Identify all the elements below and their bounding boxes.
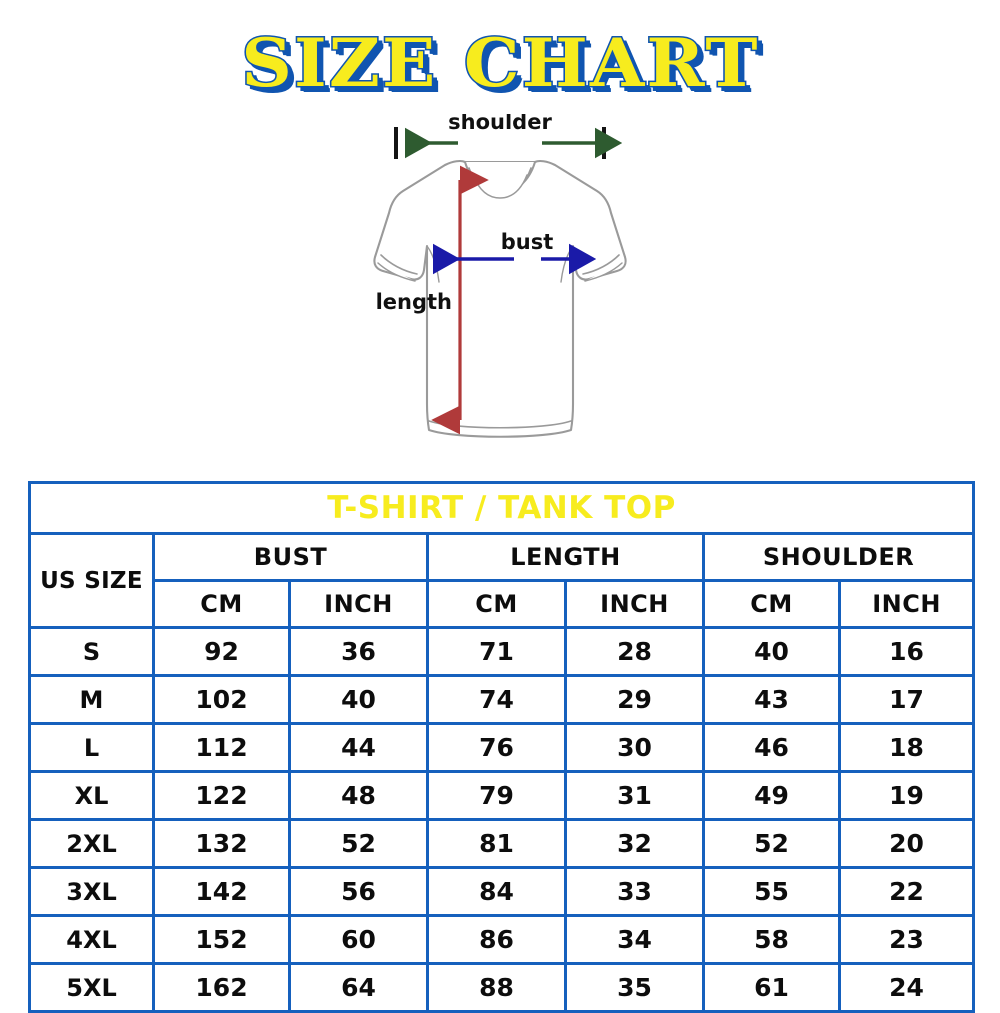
cell-bust-inch: 48 [288, 770, 429, 821]
cell-length-inch: 33 [564, 866, 705, 917]
cell-length-inch: 35 [564, 962, 705, 1013]
cell-bust-cm: 152 [152, 914, 291, 965]
header-group-shoulder: SHOULDER [701, 532, 976, 582]
size-chart-table: T-SHIRT / TANK TOP US SIZE BUST LENGTH S… [27, 481, 976, 1013]
cell-size: 5XL [28, 962, 155, 1013]
cell-bust-inch: 40 [288, 674, 429, 725]
cell-shoulder-inch: 20 [837, 818, 976, 869]
cell-shoulder-inch: 16 [837, 626, 976, 677]
cell-bust-inch: 56 [288, 866, 429, 917]
cell-shoulder-inch: 18 [837, 722, 976, 773]
header-group-bust: BUST [152, 532, 429, 582]
shoulder-measure-annotation: shoulder [394, 114, 623, 159]
header-bust-cm: CM [152, 579, 291, 629]
length-label: length [376, 290, 452, 314]
cell-length-cm: 76 [426, 722, 567, 773]
cell-bust-cm: 102 [152, 674, 291, 725]
length-measure-annotation: length [376, 165, 489, 435]
cell-size: L [28, 722, 155, 773]
cell-shoulder-inch: 22 [837, 866, 976, 917]
table-row: 2XL 132 52 81 32 52 20 [28, 818, 976, 869]
table-row: S 92 36 71 28 40 16 [28, 626, 976, 677]
cell-shoulder-inch: 24 [837, 962, 976, 1013]
header-shoulder-cm: CM [702, 579, 841, 629]
cell-shoulder-cm: 43 [702, 674, 841, 725]
cell-bust-cm: 112 [152, 722, 291, 773]
header-length-inch: INCH [564, 579, 705, 629]
cell-shoulder-inch: 19 [837, 770, 976, 821]
cell-size: 4XL [28, 914, 155, 965]
cell-length-inch: 32 [564, 818, 705, 869]
cell-shoulder-cm: 55 [702, 866, 841, 917]
cell-length-inch: 29 [564, 674, 705, 725]
cell-bust-inch: 64 [288, 962, 429, 1013]
table-group-header-row: US SIZE BUST LENGTH SHOULDER [28, 532, 976, 629]
cell-shoulder-cm: 58 [702, 914, 841, 965]
cell-length-inch: 30 [564, 722, 705, 773]
bust-label: bust [501, 230, 554, 254]
header-group-length: LENGTH [426, 532, 705, 582]
cell-shoulder-inch: 17 [837, 674, 976, 725]
table-title: T-SHIRT / TANK TOP [27, 481, 976, 535]
cell-length-cm: 86 [426, 914, 567, 965]
table-unit-header-row: CM INCH CM INCH CM INCH [30, 579, 976, 629]
header-bust-inch: INCH [288, 579, 429, 629]
bust-measure-annotation: bust [433, 230, 597, 275]
table-row: 3XL 142 56 84 33 55 22 [28, 866, 976, 917]
cell-length-cm: 88 [426, 962, 567, 1013]
table-title-row: T-SHIRT / TANK TOP [27, 481, 976, 535]
cell-shoulder-cm: 49 [702, 770, 841, 821]
cell-length-inch: 28 [564, 626, 705, 677]
size-table-container: T-SHIRT / TANK TOP US SIZE BUST LENGTH S… [27, 481, 976, 1013]
cell-length-inch: 34 [564, 914, 705, 965]
cell-shoulder-cm: 46 [702, 722, 841, 773]
page-title: SIZE CHART [239, 23, 760, 104]
cell-bust-inch: 36 [288, 626, 429, 677]
cell-bust-inch: 52 [288, 818, 429, 869]
cell-length-cm: 79 [426, 770, 567, 821]
cell-bust-cm: 92 [152, 626, 291, 677]
header-length-cm: CM [426, 579, 567, 629]
cell-bust-inch: 44 [288, 722, 429, 773]
cell-length-cm: 84 [426, 866, 567, 917]
cell-length-cm: 71 [426, 626, 567, 677]
table-row: 5XL 162 64 88 35 61 24 [28, 962, 976, 1013]
cell-size: 3XL [28, 866, 155, 917]
cell-size: S [28, 626, 155, 677]
header-us-size: US SIZE [28, 532, 155, 629]
table-row: 4XL 152 60 86 34 58 23 [28, 914, 976, 965]
cell-bust-cm: 132 [152, 818, 291, 869]
cell-length-inch: 31 [564, 770, 705, 821]
table-row: M 102 40 74 29 43 17 [28, 674, 976, 725]
cell-size: 2XL [28, 818, 155, 869]
title-area: SIZE CHART [0, 18, 1000, 108]
cell-size: M [28, 674, 155, 725]
cell-bust-inch: 60 [288, 914, 429, 965]
shoulder-label: shoulder [448, 114, 552, 134]
cell-shoulder-cm: 52 [702, 818, 841, 869]
cell-length-cm: 81 [426, 818, 567, 869]
cell-size: XL [28, 770, 155, 821]
cell-bust-cm: 142 [152, 866, 291, 917]
header-shoulder-inch: INCH [837, 579, 976, 629]
tshirt-measurement-diagram: shoulder length bust [365, 114, 635, 462]
cell-shoulder-cm: 61 [702, 962, 841, 1013]
cell-shoulder-inch: 23 [837, 914, 976, 965]
table-row: XL 122 48 79 31 49 19 [28, 770, 976, 821]
cell-length-cm: 74 [426, 674, 567, 725]
table-row: L 112 44 76 30 46 18 [28, 722, 976, 773]
cell-bust-cm: 122 [152, 770, 291, 821]
cell-bust-cm: 162 [152, 962, 291, 1013]
cell-shoulder-cm: 40 [702, 626, 841, 677]
